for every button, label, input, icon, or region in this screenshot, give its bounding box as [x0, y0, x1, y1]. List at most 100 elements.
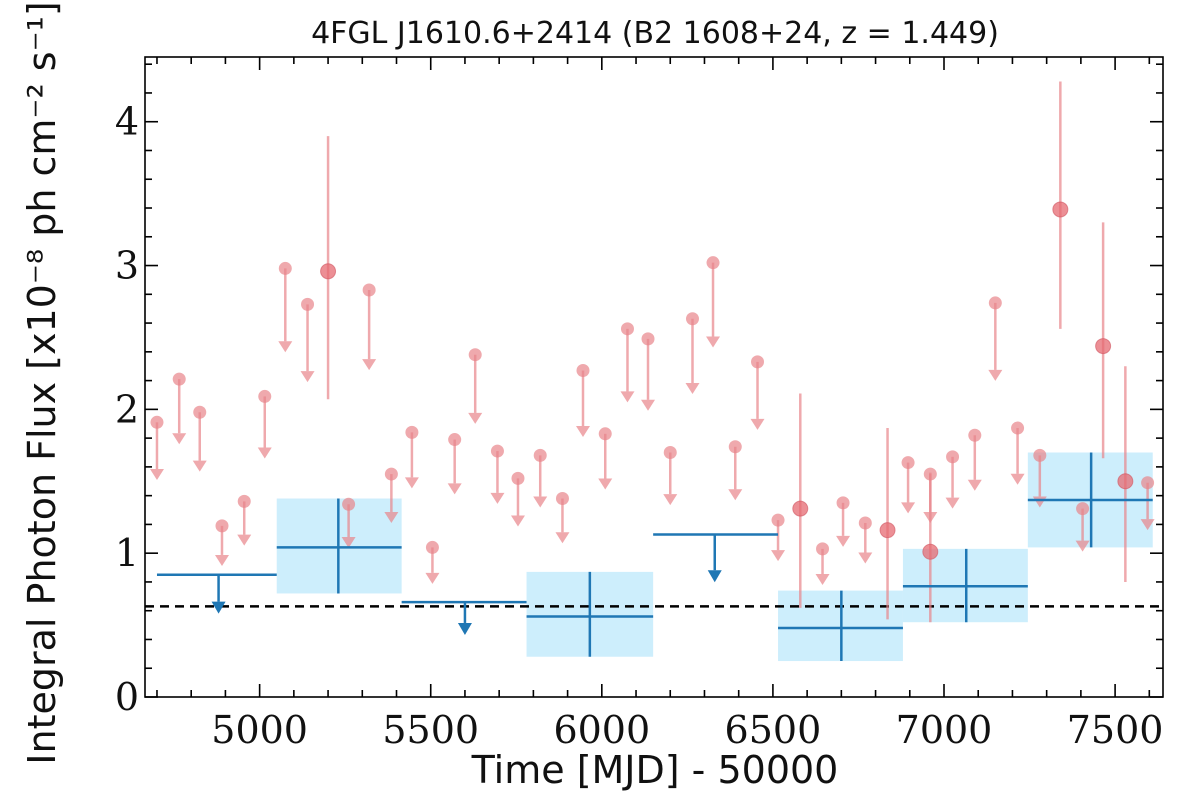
short-bin-upper-limit-arrow — [447, 483, 462, 495]
short-bin-upper-limit-arrow — [836, 535, 851, 547]
y-tick-label: 4 — [115, 100, 139, 144]
x-tick-label: 6000 — [553, 708, 650, 752]
short-bin-upper-limit-arrow — [663, 494, 678, 506]
short-bin-upper-limit-point — [858, 516, 872, 530]
x-tick-label: 5500 — [382, 708, 479, 752]
short-bin-upper-limit-point — [448, 433, 462, 447]
long-bin-upper-limit-arrow — [211, 601, 226, 614]
short-bin-upper-limit-arrow — [341, 537, 356, 549]
short-bin-detection-point — [1117, 473, 1134, 490]
short-bin-upper-limit-arrow — [728, 489, 743, 501]
short-bin-upper-limit-arrow — [620, 391, 635, 403]
short-bin-detection-point — [1095, 338, 1112, 355]
short-bin-detection-point — [879, 522, 896, 539]
short-bin-upper-limit-arrow — [533, 496, 548, 508]
short-bin-upper-limit-point — [751, 355, 765, 369]
short-bin-upper-limit-point — [620, 322, 634, 336]
short-bin-upper-limit-point — [576, 364, 590, 378]
short-bin-upper-limit-arrow — [384, 511, 399, 523]
short-bin-upper-limit-arrow — [404, 477, 419, 489]
short-bin-upper-limit-point — [598, 427, 612, 441]
short-bin-upper-limit-arrow — [945, 497, 960, 509]
short-bin-upper-limit-point — [193, 405, 207, 419]
long-bin-upper-limit-arrow — [457, 622, 472, 635]
short-bin-upper-limit-arrow — [490, 492, 505, 504]
short-bin-upper-limit-arrow — [901, 502, 916, 514]
short-bin-upper-limit-point — [405, 425, 419, 439]
short-bin-upper-limit-point — [555, 492, 569, 506]
x-tick-label: 5000 — [211, 708, 308, 752]
short-bin-upper-limit-point — [215, 519, 229, 533]
short-bin-upper-limit-point — [511, 471, 525, 485]
short-bin-upper-limit-arrow — [555, 532, 570, 544]
short-bin-upper-limit-point — [771, 513, 785, 527]
short-bin-upper-limit-point — [1011, 421, 1025, 435]
short-bin-upper-limit-point — [663, 446, 677, 460]
short-bin-upper-limit-point — [816, 542, 830, 556]
short-bin-upper-limit-point — [342, 497, 356, 511]
short-bin-upper-limit-arrow — [685, 383, 700, 395]
short-bin-upper-limit-point — [237, 494, 251, 508]
y-tick-label: 1 — [115, 531, 139, 575]
short-bin-upper-limit-point — [706, 256, 720, 270]
short-bin-upper-limit-arrow — [149, 469, 164, 481]
short-bin-upper-limit-point — [301, 297, 315, 311]
short-bin-upper-limit-arrow — [988, 369, 1003, 381]
short-bin-upper-limit-point — [384, 467, 398, 481]
short-bin-upper-limit-point — [641, 332, 655, 346]
short-bin-upper-limit-point — [946, 450, 960, 464]
short-bin-detection-point — [792, 500, 809, 517]
short-bin-upper-limit-point — [468, 348, 482, 362]
short-bin-detection-point — [922, 543, 939, 560]
short-bin-upper-limit-arrow — [815, 574, 830, 586]
x-tick-label: 7500 — [1067, 708, 1164, 752]
short-bin-upper-limit-arrow — [967, 479, 982, 491]
short-bin-upper-limit-arrow — [1140, 519, 1155, 531]
short-bin-upper-limit-arrow — [425, 572, 440, 584]
short-bin-upper-limit-arrow — [750, 418, 765, 430]
short-bin-upper-limit-arrow — [278, 341, 293, 353]
short-bin-upper-limit-point — [988, 296, 1002, 310]
short-bin-upper-limit-point — [490, 444, 504, 458]
short-bin-detection-point — [1052, 201, 1069, 218]
short-bin-detection-point — [320, 263, 337, 280]
short-bin-upper-limit-arrow — [362, 359, 377, 371]
y-tick-label: 2 — [115, 387, 139, 431]
short-bin-upper-limit-point — [278, 261, 292, 275]
short-bin-upper-limit-point — [728, 440, 742, 454]
y-axis-label: Integral Photon Flux [x10⁻⁸ ph cm⁻² s⁻¹] — [20, 1, 64, 764]
short-bin-upper-limit-point — [425, 540, 439, 554]
short-bin-upper-limit-arrow — [300, 371, 315, 383]
short-bin-upper-limit-point — [685, 312, 699, 326]
short-bin-upper-limit-point — [901, 456, 915, 470]
short-bin-upper-limit-point — [1076, 502, 1090, 516]
short-bin-upper-limit-point — [172, 372, 186, 386]
axes-frame — [144, 56, 1164, 698]
short-bin-upper-limit-arrow — [1010, 473, 1025, 485]
x-tick-label: 7000 — [896, 708, 993, 752]
short-bin-upper-limit-point — [362, 283, 376, 297]
short-bin-upper-limit-arrow — [771, 550, 786, 562]
short-bin-upper-limit-arrow — [598, 478, 613, 490]
y-tick-label: 0 — [115, 675, 139, 719]
x-axis-label: Time [MJD] - 50000 — [471, 748, 839, 792]
long-bin-upper-limit-arrow — [707, 570, 722, 583]
short-bin-upper-limit-point — [1033, 448, 1047, 462]
x-tick-label: 6500 — [725, 708, 822, 752]
short-bin-upper-limit-arrow — [858, 552, 873, 564]
short-bin-upper-limit-arrow — [468, 412, 483, 424]
short-bin-upper-limit-arrow — [237, 534, 252, 546]
short-bin-upper-limit-arrow — [706, 336, 721, 348]
short-bin-upper-limit-point — [258, 389, 272, 403]
short-bin-upper-limit-point — [533, 448, 547, 462]
short-bin-upper-limit-point — [150, 415, 164, 429]
short-bin-upper-limit-arrow — [214, 554, 229, 566]
y-tick-label: 3 — [115, 244, 139, 288]
short-bin-upper-limit-arrow — [257, 447, 272, 459]
short-bin-upper-limit-arrow — [192, 460, 207, 472]
short-bin-upper-limit-point — [1141, 476, 1155, 490]
short-bin-upper-limit-arrow — [510, 515, 525, 527]
short-bin-upper-limit-arrow — [172, 433, 187, 445]
short-bin-upper-limit-arrow — [641, 399, 656, 411]
short-bin-upper-limit-arrow — [1075, 540, 1090, 552]
